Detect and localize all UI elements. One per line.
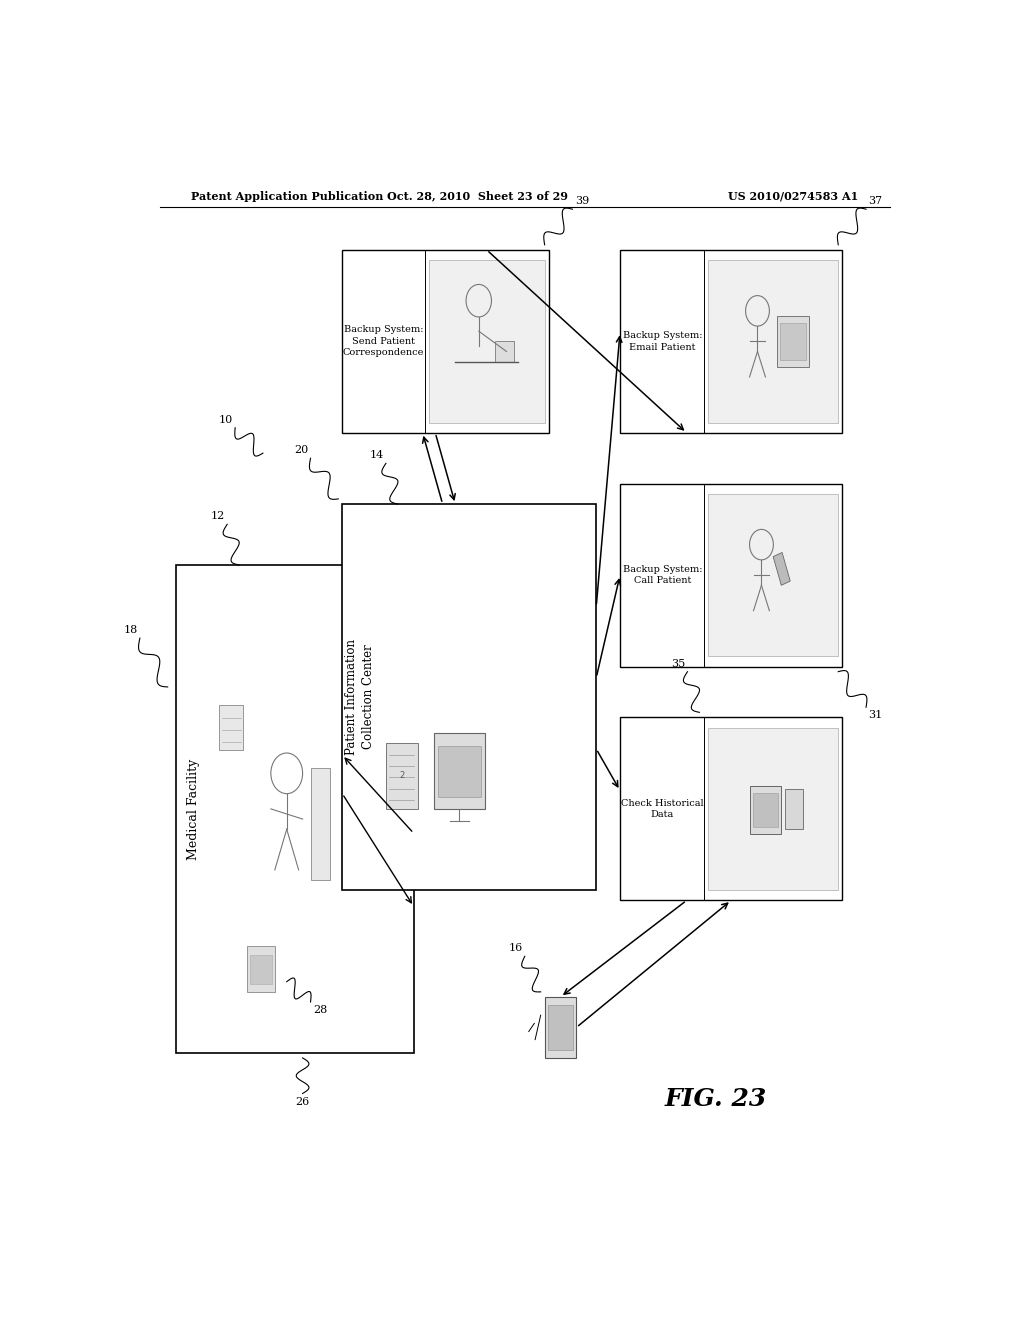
Text: 12: 12	[211, 511, 225, 521]
Bar	[437, 746, 481, 797]
Bar	[780, 323, 806, 359]
Bar	[709, 727, 839, 890]
Text: 39: 39	[574, 197, 589, 206]
Bar	[709, 260, 839, 422]
Bar	[429, 260, 545, 422]
Text: 35: 35	[671, 659, 685, 668]
Text: Check Historical
Data: Check Historical Data	[621, 799, 703, 820]
Bar	[310, 768, 331, 880]
Bar	[548, 1005, 573, 1049]
Text: 10: 10	[218, 414, 232, 425]
Text: Patient Information
Collection Center: Patient Information Collection Center	[345, 639, 375, 755]
Bar	[620, 249, 842, 433]
Bar	[753, 792, 778, 828]
Bar	[620, 718, 842, 900]
Text: 2: 2	[399, 771, 404, 780]
Text: 37: 37	[868, 197, 883, 206]
Text: 26: 26	[296, 1097, 309, 1106]
Bar	[709, 494, 839, 656]
Text: 18: 18	[123, 624, 137, 635]
Bar	[777, 315, 809, 367]
Text: 14: 14	[370, 450, 384, 461]
Bar	[386, 743, 418, 809]
Text: FIG. 23: FIG. 23	[665, 1086, 766, 1110]
Bar	[342, 249, 549, 433]
Text: Medical Facility: Medical Facility	[186, 758, 200, 859]
Bar	[250, 956, 271, 983]
Bar	[773, 553, 791, 585]
Text: Backup System:
Send Patient
Correspondence: Backup System: Send Patient Corresponden…	[343, 326, 424, 358]
Bar	[750, 785, 781, 834]
Bar	[247, 946, 274, 991]
Bar	[433, 733, 485, 809]
Text: Oct. 28, 2010  Sheet 23 of 29: Oct. 28, 2010 Sheet 23 of 29	[387, 190, 567, 202]
Text: Backup System:
Call Patient: Backup System: Call Patient	[623, 565, 702, 585]
Text: 16: 16	[508, 944, 522, 953]
Text: 20: 20	[294, 445, 308, 455]
Bar	[785, 788, 803, 829]
Text: Backup System:
Email Patient: Backup System: Email Patient	[623, 331, 702, 351]
Text: 28: 28	[313, 1005, 328, 1015]
Text: US 2010/0274583 A1: US 2010/0274583 A1	[728, 190, 858, 202]
Text: Patent Application Publication: Patent Application Publication	[191, 190, 384, 202]
Bar	[176, 565, 414, 1053]
Text: 31: 31	[868, 710, 883, 721]
Bar	[342, 504, 596, 890]
Bar	[219, 705, 243, 750]
Bar	[545, 997, 577, 1057]
Bar	[495, 342, 514, 362]
Bar	[620, 483, 842, 667]
